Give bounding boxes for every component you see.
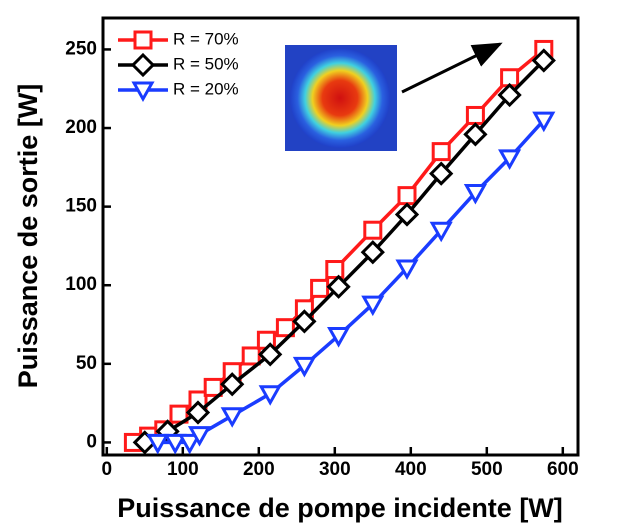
marker	[360, 240, 385, 265]
marker	[325, 260, 345, 280]
marker	[241, 346, 261, 366]
marker	[429, 161, 454, 186]
marker	[395, 259, 419, 280]
marker	[463, 183, 487, 205]
y-tick-label: 150	[65, 196, 97, 217]
marker	[497, 82, 522, 108]
legend-label: R = 50%	[173, 54, 239, 73]
plot-frame	[101, 16, 580, 457]
x-tick-label: 300	[319, 459, 351, 480]
marker	[327, 327, 351, 348]
marker	[220, 372, 245, 397]
x-axis-title: Puissance de pompe incidente [W]	[117, 493, 563, 523]
legend-marker	[130, 52, 156, 78]
marker	[258, 385, 282, 406]
marker	[178, 433, 202, 455]
y-tick-label: 50	[76, 353, 97, 374]
legend-label: R = 20%	[173, 79, 239, 98]
marker	[394, 202, 420, 227]
x-tick-label: 100	[167, 459, 199, 480]
inset-image	[285, 42, 503, 151]
marker	[498, 149, 522, 170]
x-tick-label: 0	[102, 459, 113, 480]
marker	[292, 356, 316, 378]
marker	[163, 433, 187, 455]
y-tick-label: 0	[86, 431, 97, 452]
marker	[310, 278, 330, 298]
marker	[431, 142, 451, 162]
marker	[531, 48, 556, 73]
x-tick-label: 400	[395, 459, 427, 480]
y-tick-label: 100	[65, 274, 97, 295]
marker	[397, 186, 417, 206]
marker	[326, 274, 351, 299]
marker	[258, 342, 283, 367]
marker	[292, 309, 317, 334]
marker	[361, 295, 385, 317]
legend-label: R = 70%	[173, 29, 239, 48]
marker	[187, 426, 212, 447]
marker	[465, 105, 485, 125]
marker	[169, 404, 189, 424]
marker	[363, 220, 383, 240]
x-tick-label: 600	[547, 459, 579, 480]
marker	[463, 122, 488, 147]
y-axis-title: Puissance de sortie [W]	[13, 84, 43, 389]
x-tick-label: 500	[471, 459, 503, 480]
x-tick-label: 200	[243, 459, 275, 480]
y-tick-label: 200	[65, 117, 97, 138]
legend-marker	[131, 81, 155, 103]
marker	[532, 111, 556, 133]
marker	[146, 433, 170, 455]
y-tick-label: 250	[65, 38, 97, 59]
marker	[275, 318, 295, 338]
legend-marker	[133, 30, 153, 50]
marker	[429, 221, 453, 243]
marker	[185, 400, 211, 425]
marker	[220, 407, 244, 428]
marker	[203, 377, 223, 397]
